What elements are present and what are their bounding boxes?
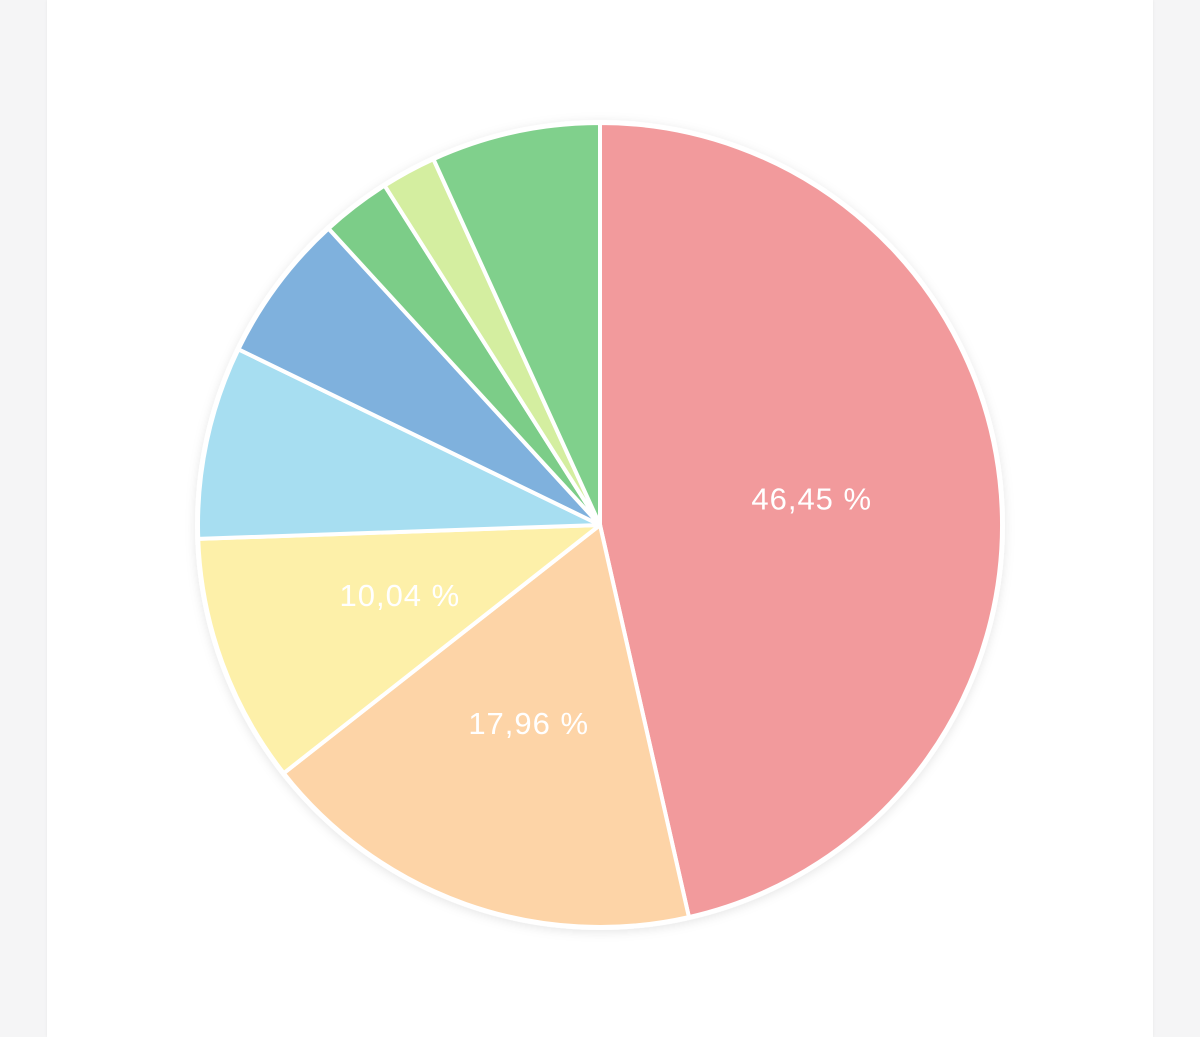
slices [196,121,1004,929]
pie-slice [598,121,1004,920]
pie-slice [431,121,602,527]
pie-slice [281,523,691,929]
pie-slice [196,347,602,541]
pie-slice [196,523,602,776]
pie-slice [236,226,602,527]
slice-label: 17,96 % [468,706,589,741]
slice-label: 46,45 % [751,481,872,516]
labels: 46,45 % 17,96 % 10,04 % [339,481,872,741]
slice-label: 10,04 % [339,578,460,613]
